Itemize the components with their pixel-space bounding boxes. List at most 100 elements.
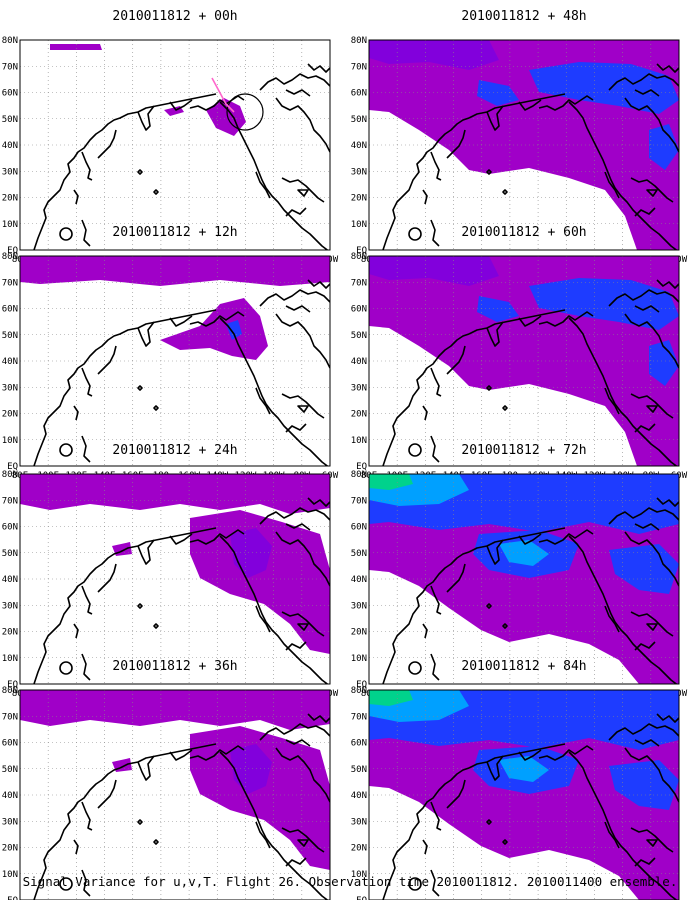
lat-tick-label: 30N [351, 817, 367, 827]
lat-tick-label: EQ [7, 246, 18, 256]
variance-region [226, 320, 242, 340]
lat-tick-label: 50N [2, 765, 18, 775]
variance-region [649, 340, 679, 386]
panel-title: 2010011812 + 36h [112, 659, 237, 674]
map-panel-48h: 2010011812 + 48h80E100E120E140E160E18016… [351, 9, 688, 288]
lat-tick-label: 40N [351, 791, 367, 801]
lat-tick-label: 20N [351, 410, 367, 420]
lat-tick-label: EQ [356, 680, 367, 690]
lat-tick-label: 60N [351, 89, 367, 99]
variance-region [499, 756, 549, 782]
lat-tick-label: 20N [351, 194, 367, 204]
lat-tick-label: EQ [356, 246, 367, 256]
lat-tick-label: 80N [2, 686, 18, 696]
panel-title: 2010011812 + 60h [461, 225, 586, 240]
lat-tick-label: 10N [2, 220, 18, 230]
map-area [20, 256, 330, 466]
lat-tick-label: 50N [351, 331, 367, 341]
lat-tick-label: 30N [2, 817, 18, 827]
lat-tick-label: 70N [351, 496, 367, 506]
lat-tick-label: 10N [351, 220, 367, 230]
lat-tick-label: 50N [351, 549, 367, 559]
lat-tick-label: EQ [7, 462, 18, 472]
observation-marker-icon [226, 93, 264, 131]
variance-region [50, 44, 102, 50]
panel-title: 2010011812 + 24h [112, 443, 237, 458]
map-area [369, 690, 679, 900]
lat-tick-label: 20N [351, 628, 367, 638]
variance-region [609, 544, 679, 594]
lat-tick-label: 40N [351, 141, 367, 151]
panel-title: 2010011812 + 48h [461, 9, 586, 24]
map-area [20, 40, 330, 250]
lat-tick-label: 60N [2, 305, 18, 315]
lat-tick-label: 80N [2, 470, 18, 480]
lat-tick-label: 10N [2, 436, 18, 446]
panel-title: 2010011812 + 84h [461, 659, 586, 674]
lat-tick-label: EQ [7, 680, 18, 690]
lat-tick-label: 40N [351, 575, 367, 585]
variance-region [649, 124, 679, 170]
lat-tick-label: 60N [2, 739, 18, 749]
variance-region [529, 278, 679, 330]
map-panel-00h: 2010011812 + 00h80E100E120E140E160E18016… [2, 9, 339, 288]
map-area [369, 474, 679, 684]
lat-tick-label: 80N [351, 686, 367, 696]
lat-tick-label: 80N [351, 470, 367, 480]
lat-tick-label: 50N [351, 115, 367, 125]
lat-tick-label: 40N [2, 575, 18, 585]
lat-tick-label: 30N [351, 601, 367, 611]
map-frame [19, 255, 331, 467]
lat-tick-label: 70N [2, 278, 18, 288]
map-frame [19, 689, 331, 900]
lat-tick-label: 20N [2, 844, 18, 854]
variance-region [499, 540, 549, 566]
variance-region [190, 510, 330, 654]
lat-tick-label: 70N [351, 712, 367, 722]
variance-region [477, 80, 519, 106]
map-frame [368, 39, 680, 251]
ocean-background [20, 40, 330, 250]
map-frame [19, 39, 331, 251]
lat-tick-label: 50N [2, 331, 18, 341]
variance-region [529, 62, 679, 114]
map-frame [368, 689, 680, 900]
variance-region [477, 296, 519, 322]
lat-tick-label: 10N [351, 436, 367, 446]
lat-tick-label: 30N [351, 383, 367, 393]
map-frame [368, 473, 680, 685]
lat-tick-label: 20N [2, 410, 18, 420]
variance-region [369, 256, 499, 286]
variance-region [369, 474, 413, 490]
map-area [20, 690, 330, 900]
lat-tick-label: 70N [2, 62, 18, 72]
variance-region [20, 256, 330, 286]
map-panel-60h: 2010011812 + 60h80E100E120E140E160E18016… [351, 225, 688, 504]
map-frame [19, 473, 331, 685]
lat-tick-label: 10N [351, 870, 367, 880]
lat-tick-label: 30N [2, 601, 18, 611]
lat-tick-label: 60N [2, 523, 18, 533]
lat-tick-label: 20N [351, 844, 367, 854]
lat-tick-label: 10N [2, 654, 18, 664]
map-panel-84h: 2010011812 + 84h80E100E120E140E160E18016… [351, 659, 680, 900]
lat-tick-label: 80N [2, 252, 18, 262]
map-area [20, 474, 330, 684]
variance-region [369, 40, 499, 70]
map-panel-36h: 2010011812 + 36h80E100E120E140E160E18016… [2, 659, 331, 900]
lat-tick-label: EQ [7, 896, 18, 900]
map-area [369, 256, 679, 466]
map-area [369, 40, 679, 250]
map-panel-12h: 2010011812 + 12h80E100E120E140E160E18016… [2, 225, 339, 504]
ocean-background [20, 256, 330, 466]
lat-tick-label: EQ [356, 896, 367, 900]
lat-tick-label: 40N [2, 791, 18, 801]
lat-tick-label: 30N [2, 167, 18, 177]
lat-tick-label: 60N [2, 89, 18, 99]
map-frame [368, 255, 680, 467]
variance-region [190, 726, 330, 870]
variance-region [20, 474, 330, 514]
lat-tick-label: 40N [2, 141, 18, 151]
lat-tick-label: 40N [351, 357, 367, 367]
